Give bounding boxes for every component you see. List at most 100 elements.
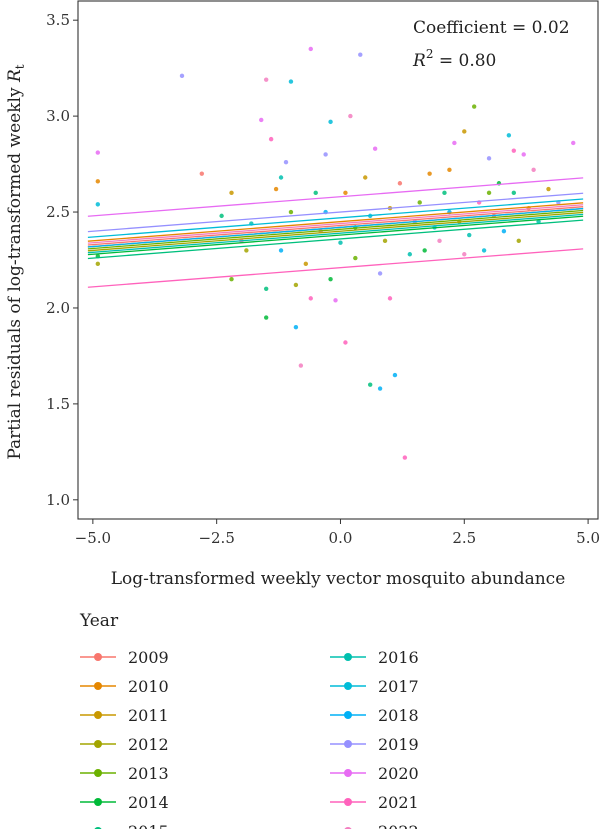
scatter-point: [259, 117, 264, 123]
scatter-point: [402, 455, 408, 460]
x-tick-label: 2.5: [452, 529, 476, 547]
scatter-point: [546, 186, 551, 192]
legend-label: 2014: [128, 793, 169, 812]
plot-lines: [87, 177, 584, 288]
y-axis: 1.0 1.5 2.0 2.5 3.0 3.5: [46, 11, 78, 509]
scatter-point: [288, 79, 294, 84]
scatter-point: [407, 252, 413, 257]
x-tick-label: 0.0: [329, 529, 353, 547]
y-tick-label: 2.5: [46, 203, 70, 221]
legend-label: 2012: [128, 735, 169, 754]
scatter-point: [288, 209, 294, 215]
scatter-point: [95, 261, 101, 267]
scatter-point: [308, 296, 313, 301]
scatter-point: [462, 129, 467, 134]
scatter-point: [521, 152, 526, 157]
scatter-point: [328, 119, 333, 125]
fit-line-2021: [87, 248, 584, 288]
scatter-point: [328, 276, 333, 282]
scatter-point: [501, 229, 507, 234]
legend: 2009 2010 2011 2012 2013 2014 2015 2016 2017 2018…: [80, 648, 419, 829]
scatter-point: [303, 261, 309, 267]
fit-line-2014: [87, 215, 584, 256]
legend-key-point: [344, 653, 352, 661]
fit-line-2013: [87, 209, 584, 250]
scatter-point: [511, 148, 517, 153]
legend-item-2015: 2015: [94, 822, 169, 829]
scatter-point: [481, 248, 487, 253]
legend-label: 2017: [378, 677, 419, 696]
scatter-point: [417, 200, 422, 205]
scatter-point: [308, 46, 313, 52]
legend-key-point: [94, 798, 102, 806]
legend-key-point: [344, 682, 352, 690]
fit-line-2009: [87, 206, 584, 246]
legend-item-2014: 2014: [80, 793, 169, 812]
legend-item-2019: 2019: [330, 735, 419, 754]
fit-line-2016: [87, 213, 584, 254]
legend-item-2012: 2012: [80, 735, 169, 754]
legend-label: 2016: [378, 648, 419, 667]
legend-item-2017: 2017: [330, 677, 419, 696]
legend-item-2021: 2021: [330, 793, 419, 812]
scatter-point: [263, 315, 269, 320]
scatter-point: [531, 167, 536, 173]
scatter-point: [278, 248, 284, 253]
scatter-point: [437, 238, 442, 244]
legend-item-2013: 2013: [80, 764, 169, 783]
legend-item-2011: 2011: [80, 706, 169, 725]
legend-key-point: [344, 769, 352, 777]
scatter-point: [387, 296, 393, 301]
legend-key-point: [94, 653, 102, 661]
x-tick-label: −5.0: [75, 529, 111, 547]
scatter-point: [511, 190, 517, 196]
scatter-point: [313, 190, 318, 196]
scatter-point: [293, 324, 299, 330]
legend-item-2010: 2010: [80, 677, 169, 696]
scatter-point: [229, 190, 234, 196]
x-tick-label: −2.5: [198, 529, 234, 547]
scatter-point: [343, 190, 348, 196]
legend-label: 2010: [128, 677, 169, 696]
scatter-point: [348, 113, 353, 119]
legend-item-2018: 2018: [330, 706, 419, 725]
scatter-point: [471, 104, 477, 109]
legend-key-point: [94, 769, 102, 777]
scatter-point: [382, 238, 388, 244]
scatter-point: [447, 167, 452, 173]
fit-line-2015: [87, 219, 584, 260]
fit-line-2022: [87, 204, 584, 244]
fit-line-2012: [87, 211, 584, 252]
scatter-point: [452, 140, 457, 146]
y-tick-label: 2.0: [46, 299, 70, 317]
x-tick-label: 5.0: [576, 529, 600, 547]
legend-item-2016: 2016: [330, 648, 419, 667]
y-axis-title-subscript: t: [13, 64, 27, 69]
r-squared-superscript: 2: [426, 47, 434, 61]
scatter-point: [377, 386, 383, 391]
fit-line-2018: [87, 207, 584, 248]
scatter-point: [273, 186, 279, 192]
legend-key-point: [344, 711, 352, 719]
scatter-point: [462, 252, 467, 257]
legend-key-point: [344, 740, 352, 748]
scatter-point: [571, 140, 576, 146]
scatter-point: [95, 202, 101, 207]
r-squared-annotation: R2 = 0.80: [412, 47, 496, 71]
scatter-point: [392, 372, 398, 378]
legend-item-2020: 2020: [330, 764, 419, 783]
scatter-point: [244, 248, 249, 253]
scatter-point: [219, 213, 224, 219]
scatter-point: [367, 382, 373, 387]
legend-item-2022: 2022: [344, 822, 419, 829]
scatter-point: [397, 181, 403, 186]
r-squared-variable: R: [412, 51, 426, 71]
scatter-point: [516, 238, 521, 244]
scatter-point: [95, 179, 101, 184]
plot-points: [95, 46, 576, 460]
scatter-point: [358, 52, 363, 57]
scatter-point: [278, 175, 284, 180]
legend-item-2009: 2009: [80, 648, 169, 667]
legend-label: 2015: [128, 822, 169, 829]
